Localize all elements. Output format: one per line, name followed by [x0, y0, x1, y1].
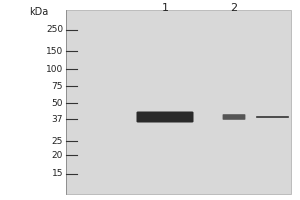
Text: 25: 25 — [52, 136, 63, 146]
Text: 15: 15 — [52, 170, 63, 178]
Text: 20: 20 — [52, 150, 63, 160]
Text: 50: 50 — [52, 98, 63, 108]
Text: 2: 2 — [230, 3, 238, 13]
Text: 100: 100 — [46, 64, 63, 73]
Text: 150: 150 — [46, 46, 63, 55]
Text: 250: 250 — [46, 25, 63, 34]
Text: 75: 75 — [52, 82, 63, 90]
FancyBboxPatch shape — [136, 112, 194, 122]
Text: kDa: kDa — [29, 7, 49, 17]
Text: 1: 1 — [161, 3, 169, 13]
Text: 37: 37 — [52, 114, 63, 123]
FancyBboxPatch shape — [223, 114, 245, 120]
FancyBboxPatch shape — [66, 10, 291, 194]
